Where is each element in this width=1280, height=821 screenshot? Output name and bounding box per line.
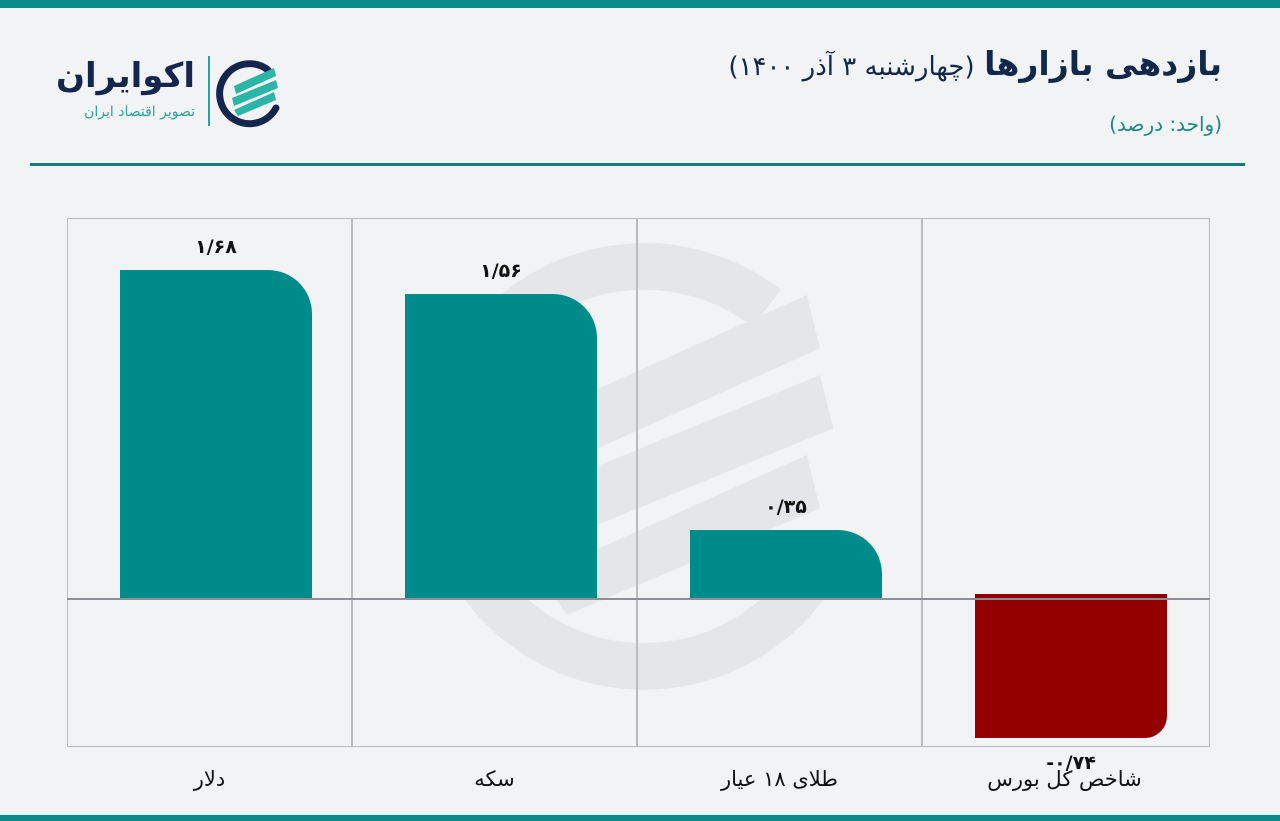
chart-title-main: بازدهی بازارها	[984, 44, 1222, 83]
category-separator	[351, 218, 353, 747]
top-accent-band	[0, 0, 1280, 8]
bar-value-label: ۱/۶۸	[195, 236, 237, 259]
chart-plot-area	[67, 218, 1210, 747]
logo-name: اکوایران	[56, 56, 195, 96]
x-axis-label: طلای ۱۸ عیار	[720, 767, 838, 791]
bar-value-label: ۰/۳۵	[765, 495, 807, 518]
bar	[690, 529, 882, 598]
category-separator	[921, 218, 923, 747]
header-divider	[30, 163, 1245, 166]
x-axis-label: شاخص کل بورس	[987, 767, 1142, 791]
chart-title: بازدهی بازارها (چهارشنبه ۳ آذر ۱۴۰۰)	[728, 44, 1222, 83]
x-axis-label: سکه	[474, 767, 515, 791]
bottom-accent-light	[0, 812, 1280, 815]
bar-value-label: ۱/۵۶	[480, 259, 522, 282]
zero-baseline	[67, 598, 1210, 600]
chart-unit-subtitle: (واحد: درصد)	[1109, 112, 1222, 136]
x-axis-label: دلار	[193, 767, 226, 791]
bottom-accent-band	[0, 815, 1280, 821]
bar	[405, 293, 597, 598]
category-separator	[636, 218, 638, 747]
logo: اکوایران تصویر اقتصاد ایران	[30, 52, 290, 132]
logo-mark-icon	[216, 60, 280, 128]
bar-value-label: -۰/۷۴	[1046, 752, 1096, 775]
logo-separator	[208, 56, 210, 126]
bar	[975, 594, 1167, 739]
chart-title-date: (چهارشنبه ۳ آذر ۱۴۰۰)	[728, 52, 975, 82]
bar	[120, 270, 312, 598]
logo-tagline: تصویر اقتصاد ایران	[84, 104, 195, 120]
